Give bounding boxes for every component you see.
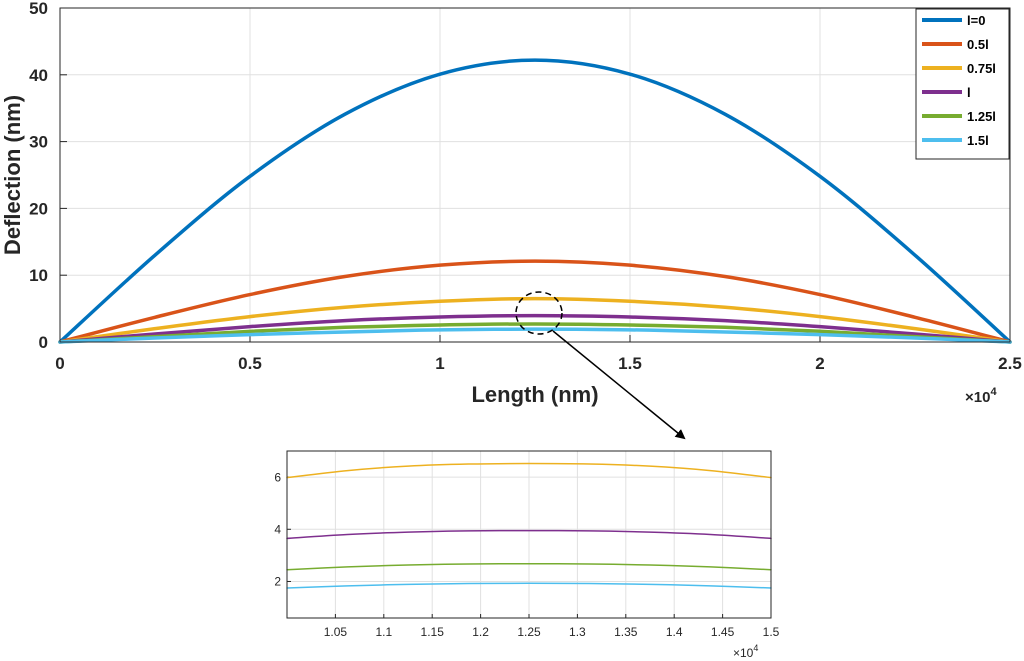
legend-box — [915, 8, 1010, 160]
inset-series-group — [286, 462, 772, 589]
x-tick-label: 1.5 — [618, 354, 642, 373]
x-tick-label: 1.1 — [375, 625, 392, 639]
series-line-1 — [286, 529, 772, 540]
x-tick-label: 1.2 — [472, 625, 489, 639]
main-x-tick-labels: 0 0.5 1 1.5 2 2.5 — [55, 354, 1022, 373]
series-line-0 — [286, 462, 772, 479]
legend-label: 1.5l — [967, 133, 989, 148]
series-line-1-5l — [58, 327, 1012, 344]
series-line-l-0 — [58, 58, 1012, 344]
x-tick-label: 1.25 — [517, 625, 541, 639]
x-tick-label: 1 — [435, 354, 444, 373]
y-tick-label: 50 — [29, 0, 48, 18]
x-tick-label: 2 — [815, 354, 824, 373]
x-tick-label: 1.45 — [711, 625, 735, 639]
x-tick-label: 0 — [55, 354, 64, 373]
x-tick-label: 1.3 — [569, 625, 586, 639]
y-tick-label: 4 — [274, 522, 281, 536]
x-tick-label: 2.5 — [998, 354, 1022, 373]
y-tick-label: 2 — [274, 575, 281, 589]
legend-label: 0.75l — [967, 61, 996, 76]
y-tick-label: 30 — [29, 133, 48, 152]
zoom-arrow — [552, 330, 686, 440]
series-line-3 — [286, 582, 772, 589]
main-x-exponent: ×104 — [965, 386, 997, 406]
main-x-exponent-power: 4 — [990, 386, 997, 398]
main-series-group — [58, 58, 1012, 344]
legend-label: l — [967, 85, 971, 100]
legend: l=0 0.5l 0.75l l 1.25l 1.5l — [915, 8, 1010, 160]
main-chart: 0 0.5 1 1.5 2 2.5 0 10 20 30 40 50 Length (nm) Def… — [0, 0, 1022, 407]
x-tick-label: 1.15 — [421, 625, 445, 639]
inset-y-tick-labels: 2 4 6 — [274, 470, 281, 588]
legend-label: 0.5l — [967, 37, 989, 52]
x-tick-label: 0.5 — [238, 354, 262, 373]
inset-x-exponent: ×104 — [733, 643, 758, 660]
legend-label: l=0 — [967, 13, 985, 28]
x-tick-label: 1.4 — [666, 625, 683, 639]
y-tick-label: 6 — [274, 470, 281, 484]
series-line-2 — [286, 562, 772, 571]
series-line-l — [58, 313, 1012, 344]
legend-label: 1.25l — [967, 109, 996, 124]
inset-axes-box — [286, 450, 772, 619]
series-line-0-5l — [58, 259, 1012, 344]
main-plot-area — [60, 8, 1010, 342]
main-axes-box — [59, 7, 1011, 343]
x-tick-label: 1.5 — [763, 625, 780, 639]
main-y-tick-labels: 0 10 20 30 40 50 — [29, 0, 48, 352]
series-line-0-75l — [58, 296, 1012, 344]
series-line-1-25l — [58, 322, 1012, 344]
y-tick-label: 40 — [29, 66, 48, 85]
y-axis-title: Deflection (nm) — [0, 95, 25, 255]
x-tick-label: 1.35 — [614, 625, 638, 639]
y-tick-label: 0 — [39, 333, 48, 352]
inset-chart: 1.05 1.1 1.15 1.2 1.25 1.3 1.35 1.4 1.45 1.5 246 … — [274, 450, 780, 660]
inset-x-exponent-power: 4 — [753, 643, 758, 653]
inset-x-tick-labels: 1.05 1.1 1.15 1.2 1.25 1.3 1.35 1.4 1.45 1.5 — [324, 625, 780, 639]
main-x-exponent-base: ×10 — [965, 389, 990, 406]
zoom-region-circle — [515, 291, 563, 335]
y-tick-label: 20 — [29, 199, 48, 218]
x-axis-title: Length (nm) — [471, 382, 598, 407]
x-tick-label: 1.05 — [324, 625, 348, 639]
y-tick-label: 10 — [29, 266, 48, 285]
inset-x-exponent-base: ×10 — [733, 646, 754, 660]
